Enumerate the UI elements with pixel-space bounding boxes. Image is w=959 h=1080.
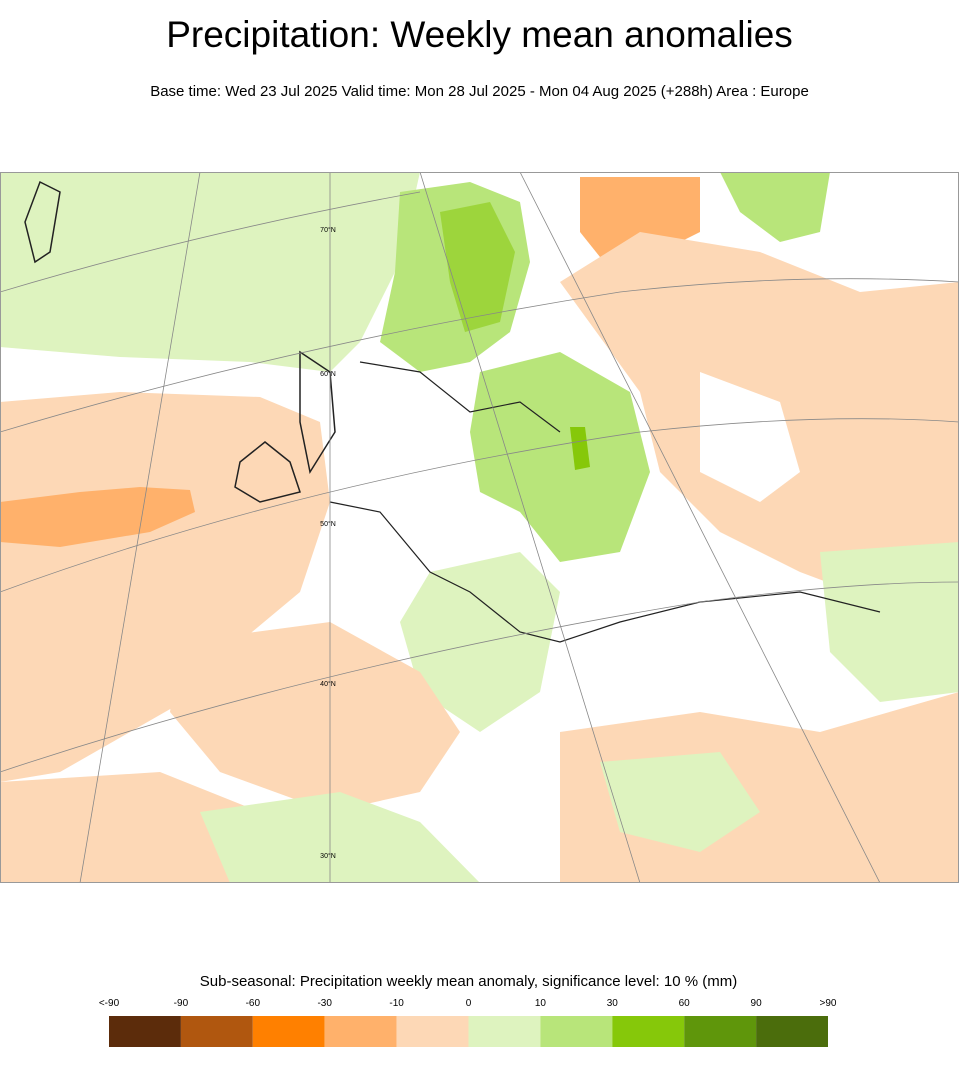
map: 70°N 60°N 50°N 40°N 30°N — [0, 172, 959, 883]
area-orange — [0, 487, 195, 547]
latitude-label: 30°N — [320, 852, 336, 860]
legend-swatch — [252, 1016, 325, 1047]
legend-label: 30 — [607, 998, 619, 1009]
legend-swatch — [684, 1016, 757, 1047]
area-green-core — [570, 427, 590, 470]
legend-swatch — [468, 1016, 541, 1047]
legend-swatch — [109, 1016, 181, 1047]
subtitle: Base time: Wed 23 Jul 2025 Valid time: M… — [150, 83, 809, 100]
area-peach — [0, 392, 330, 782]
legend-label: 10 — [535, 998, 547, 1009]
coastline — [329, 361, 881, 643]
legend-label: -90 — [174, 998, 189, 1009]
area-light-green-turkey — [600, 752, 760, 852]
area-green-east — [470, 352, 650, 562]
latitude-label: 40°N — [320, 680, 336, 688]
legend-swatch — [540, 1016, 613, 1047]
legend-swatch — [180, 1016, 253, 1047]
area-peach-iberia — [170, 622, 460, 812]
latitude-label: 60°N — [320, 370, 336, 378]
legend-label: 90 — [751, 998, 763, 1009]
legend-swatch — [756, 1016, 828, 1047]
area-light-green-southeast — [820, 542, 959, 702]
legend-title: Sub-seasonal: Precipitation weekly mean … — [199, 973, 738, 990]
legend-label: >90 — [820, 998, 837, 1009]
legend-swatch — [396, 1016, 469, 1047]
legend-label: -60 — [246, 998, 261, 1009]
legend-label: -10 — [389, 998, 404, 1009]
legend-label: 0 — [466, 998, 472, 1009]
area-light-green-africa — [200, 792, 480, 883]
legend-swatch — [612, 1016, 685, 1047]
title: Precipitation: Weekly mean anomalies — [166, 14, 793, 55]
area-light-green-balkans — [400, 552, 560, 732]
area-light-green — [0, 172, 420, 372]
legend: <-90 -90 -60 -30 -10 0 10 30 60 90 >90 — [99, 998, 837, 1047]
graticule — [0, 172, 959, 883]
latitude-label: 70°N — [320, 226, 336, 234]
area-green-dark — [440, 202, 515, 332]
legend-label: -30 — [317, 998, 332, 1009]
legend-label: 60 — [679, 998, 691, 1009]
legend-swatch — [324, 1016, 397, 1047]
coastline — [24, 180, 336, 503]
area-neutral-east — [700, 372, 800, 502]
area-green-northeast — [720, 172, 830, 242]
latitude-label: 50°N — [320, 520, 336, 528]
legend-label: <-90 — [99, 998, 120, 1009]
